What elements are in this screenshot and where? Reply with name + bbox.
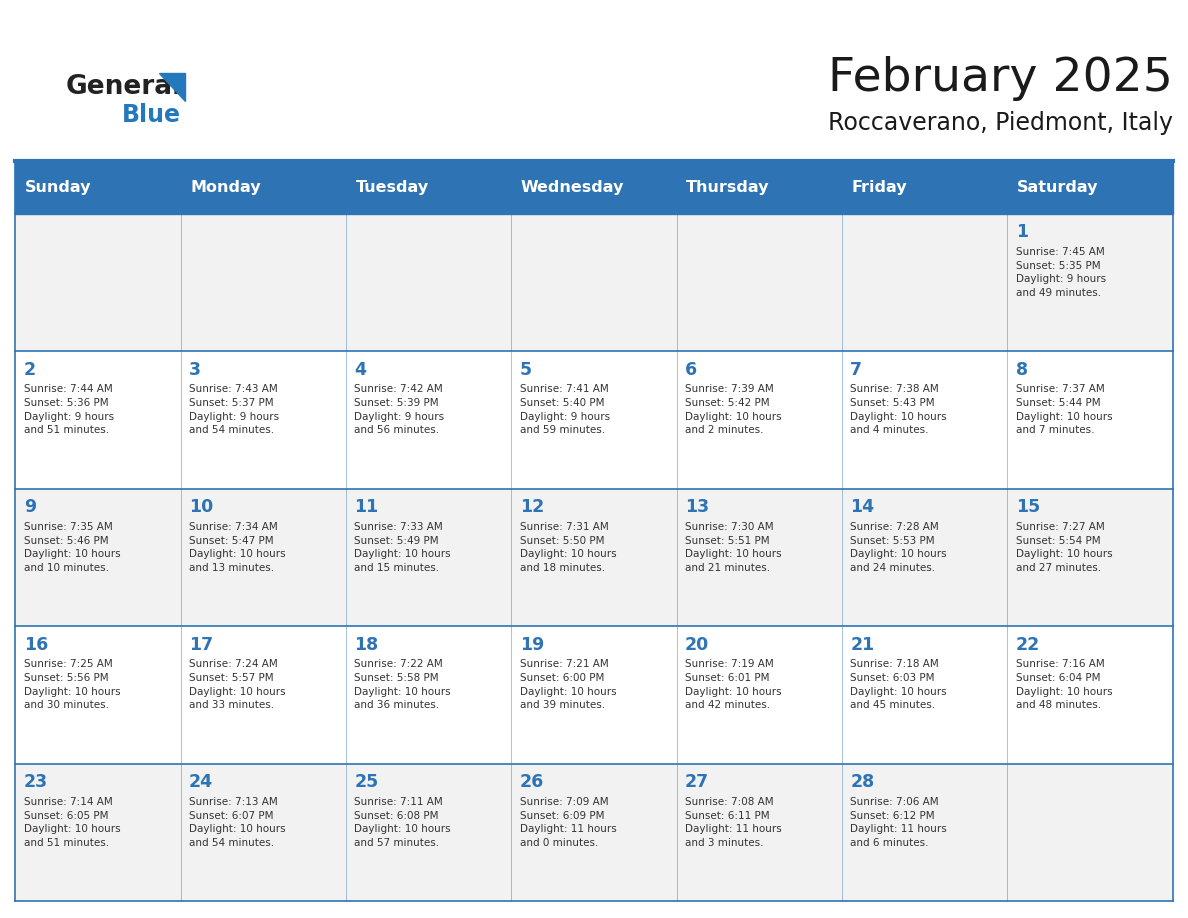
- Text: Sunrise: 7:14 AM
Sunset: 6:05 PM
Daylight: 10 hours
and 51 minutes.: Sunrise: 7:14 AM Sunset: 6:05 PM Dayligh…: [24, 797, 120, 848]
- Text: 10: 10: [189, 498, 214, 516]
- Text: Sunrise: 7:37 AM
Sunset: 5:44 PM
Daylight: 10 hours
and 7 minutes.: Sunrise: 7:37 AM Sunset: 5:44 PM Dayligh…: [1016, 385, 1112, 435]
- Text: 14: 14: [851, 498, 874, 516]
- Text: Sunrise: 7:38 AM
Sunset: 5:43 PM
Daylight: 10 hours
and 4 minutes.: Sunrise: 7:38 AM Sunset: 5:43 PM Dayligh…: [851, 385, 947, 435]
- Text: 16: 16: [24, 635, 48, 654]
- Text: Sunrise: 7:30 AM
Sunset: 5:51 PM
Daylight: 10 hours
and 21 minutes.: Sunrise: 7:30 AM Sunset: 5:51 PM Dayligh…: [685, 522, 782, 573]
- Text: 7: 7: [851, 361, 862, 378]
- Text: 6: 6: [685, 361, 697, 378]
- Text: Wednesday: Wednesday: [520, 180, 624, 195]
- Text: 22: 22: [1016, 635, 1040, 654]
- Text: Saturday: Saturday: [1017, 180, 1098, 195]
- Text: Sunrise: 7:13 AM
Sunset: 6:07 PM
Daylight: 10 hours
and 54 minutes.: Sunrise: 7:13 AM Sunset: 6:07 PM Dayligh…: [189, 797, 285, 848]
- Text: Sunrise: 7:19 AM
Sunset: 6:01 PM
Daylight: 10 hours
and 42 minutes.: Sunrise: 7:19 AM Sunset: 6:01 PM Dayligh…: [685, 659, 782, 711]
- Text: Sunrise: 7:11 AM
Sunset: 6:08 PM
Daylight: 10 hours
and 57 minutes.: Sunrise: 7:11 AM Sunset: 6:08 PM Dayligh…: [354, 797, 451, 848]
- Text: 19: 19: [519, 635, 544, 654]
- Text: Sunrise: 7:25 AM
Sunset: 5:56 PM
Daylight: 10 hours
and 30 minutes.: Sunrise: 7:25 AM Sunset: 5:56 PM Dayligh…: [24, 659, 120, 711]
- Text: Sunrise: 7:44 AM
Sunset: 5:36 PM
Daylight: 9 hours
and 51 minutes.: Sunrise: 7:44 AM Sunset: 5:36 PM Dayligh…: [24, 385, 114, 435]
- Text: 20: 20: [685, 635, 709, 654]
- Text: 18: 18: [354, 635, 379, 654]
- Text: 23: 23: [24, 773, 48, 791]
- Text: Sunrise: 7:22 AM
Sunset: 5:58 PM
Daylight: 10 hours
and 36 minutes.: Sunrise: 7:22 AM Sunset: 5:58 PM Dayligh…: [354, 659, 451, 711]
- Text: Sunrise: 7:45 AM
Sunset: 5:35 PM
Daylight: 9 hours
and 49 minutes.: Sunrise: 7:45 AM Sunset: 5:35 PM Dayligh…: [1016, 247, 1106, 297]
- Text: 27: 27: [685, 773, 709, 791]
- Text: Sunrise: 7:39 AM
Sunset: 5:42 PM
Daylight: 10 hours
and 2 minutes.: Sunrise: 7:39 AM Sunset: 5:42 PM Dayligh…: [685, 385, 782, 435]
- Text: 11: 11: [354, 498, 379, 516]
- Text: Sunrise: 7:18 AM
Sunset: 6:03 PM
Daylight: 10 hours
and 45 minutes.: Sunrise: 7:18 AM Sunset: 6:03 PM Dayligh…: [851, 659, 947, 711]
- Text: Sunrise: 7:08 AM
Sunset: 6:11 PM
Daylight: 11 hours
and 3 minutes.: Sunrise: 7:08 AM Sunset: 6:11 PM Dayligh…: [685, 797, 782, 848]
- Text: February 2025: February 2025: [828, 55, 1173, 101]
- Text: Sunrise: 7:28 AM
Sunset: 5:53 PM
Daylight: 10 hours
and 24 minutes.: Sunrise: 7:28 AM Sunset: 5:53 PM Dayligh…: [851, 522, 947, 573]
- Text: 3: 3: [189, 361, 201, 378]
- Text: Monday: Monday: [190, 180, 261, 195]
- Text: 25: 25: [354, 773, 379, 791]
- Text: 17: 17: [189, 635, 213, 654]
- Text: 26: 26: [519, 773, 544, 791]
- Text: Sunrise: 7:27 AM
Sunset: 5:54 PM
Daylight: 10 hours
and 27 minutes.: Sunrise: 7:27 AM Sunset: 5:54 PM Dayligh…: [1016, 522, 1112, 573]
- Text: Sunrise: 7:24 AM
Sunset: 5:57 PM
Daylight: 10 hours
and 33 minutes.: Sunrise: 7:24 AM Sunset: 5:57 PM Dayligh…: [189, 659, 285, 711]
- Text: Thursday: Thursday: [687, 180, 770, 195]
- Text: General: General: [65, 74, 182, 100]
- Text: Sunrise: 7:43 AM
Sunset: 5:37 PM
Daylight: 9 hours
and 54 minutes.: Sunrise: 7:43 AM Sunset: 5:37 PM Dayligh…: [189, 385, 279, 435]
- Text: Sunrise: 7:41 AM
Sunset: 5:40 PM
Daylight: 9 hours
and 59 minutes.: Sunrise: 7:41 AM Sunset: 5:40 PM Dayligh…: [519, 385, 609, 435]
- Text: Sunday: Sunday: [25, 180, 91, 195]
- Text: 15: 15: [1016, 498, 1040, 516]
- Text: 2: 2: [24, 361, 36, 378]
- Text: Roccaverano, Piedmont, Italy: Roccaverano, Piedmont, Italy: [828, 111, 1173, 135]
- Text: 9: 9: [24, 498, 36, 516]
- Text: 8: 8: [1016, 361, 1028, 378]
- Text: Blue: Blue: [122, 103, 182, 127]
- Text: Sunrise: 7:06 AM
Sunset: 6:12 PM
Daylight: 11 hours
and 6 minutes.: Sunrise: 7:06 AM Sunset: 6:12 PM Dayligh…: [851, 797, 947, 848]
- Text: Tuesday: Tuesday: [355, 180, 429, 195]
- Text: 1: 1: [1016, 223, 1028, 241]
- Text: 12: 12: [519, 498, 544, 516]
- Text: Sunrise: 7:35 AM
Sunset: 5:46 PM
Daylight: 10 hours
and 10 minutes.: Sunrise: 7:35 AM Sunset: 5:46 PM Dayligh…: [24, 522, 120, 573]
- Text: 28: 28: [851, 773, 874, 791]
- Text: Sunrise: 7:31 AM
Sunset: 5:50 PM
Daylight: 10 hours
and 18 minutes.: Sunrise: 7:31 AM Sunset: 5:50 PM Dayligh…: [519, 522, 617, 573]
- Text: 13: 13: [685, 498, 709, 516]
- Text: Sunrise: 7:16 AM
Sunset: 6:04 PM
Daylight: 10 hours
and 48 minutes.: Sunrise: 7:16 AM Sunset: 6:04 PM Dayligh…: [1016, 659, 1112, 711]
- Text: Friday: Friday: [852, 180, 908, 195]
- Text: Sunrise: 7:34 AM
Sunset: 5:47 PM
Daylight: 10 hours
and 13 minutes.: Sunrise: 7:34 AM Sunset: 5:47 PM Dayligh…: [189, 522, 285, 573]
- Text: Sunrise: 7:21 AM
Sunset: 6:00 PM
Daylight: 10 hours
and 39 minutes.: Sunrise: 7:21 AM Sunset: 6:00 PM Dayligh…: [519, 659, 617, 711]
- Text: 4: 4: [354, 361, 366, 378]
- Text: Sunrise: 7:09 AM
Sunset: 6:09 PM
Daylight: 11 hours
and 0 minutes.: Sunrise: 7:09 AM Sunset: 6:09 PM Dayligh…: [519, 797, 617, 848]
- Text: 24: 24: [189, 773, 213, 791]
- Text: Sunrise: 7:33 AM
Sunset: 5:49 PM
Daylight: 10 hours
and 15 minutes.: Sunrise: 7:33 AM Sunset: 5:49 PM Dayligh…: [354, 522, 451, 573]
- Text: Sunrise: 7:42 AM
Sunset: 5:39 PM
Daylight: 9 hours
and 56 minutes.: Sunrise: 7:42 AM Sunset: 5:39 PM Dayligh…: [354, 385, 444, 435]
- Text: 5: 5: [519, 361, 532, 378]
- Text: 21: 21: [851, 635, 874, 654]
